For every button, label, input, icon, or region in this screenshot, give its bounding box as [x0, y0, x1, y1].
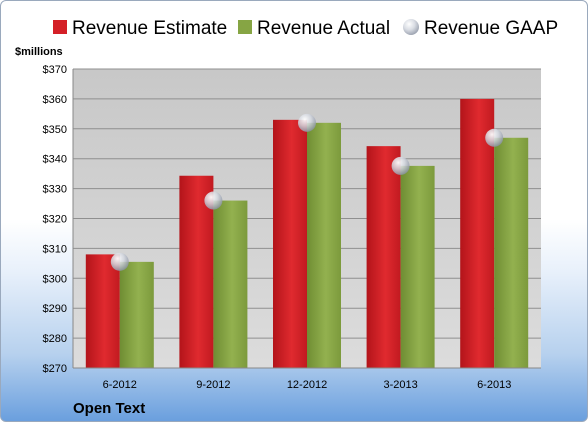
- point-revenue-gaap: [391, 156, 410, 175]
- x-tick-label: 9-2012: [196, 379, 230, 391]
- x-tick-label: 6-2012: [103, 379, 137, 391]
- company-label: Open Text: [73, 400, 145, 417]
- legend-label-revenue-gaap: Revenue GAAP: [424, 18, 558, 39]
- bar-revenue-estimate: [85, 254, 120, 368]
- y-tick-label: $280: [43, 333, 67, 345]
- x-tick-label: 12-2012: [287, 379, 327, 391]
- y-axis-unit-label: $millions: [15, 46, 63, 58]
- legend-swatch-revenue-actual: [238, 20, 252, 34]
- y-tick-label: $300: [43, 273, 67, 285]
- legend-swatch-revenue-estimate: [53, 20, 67, 34]
- chart-legend: Revenue Estimate Revenue Actual Revenue …: [53, 18, 558, 39]
- bar-revenue-actual: [213, 200, 248, 368]
- y-tick-label: $370: [43, 64, 67, 76]
- y-tick-label: $340: [43, 154, 67, 166]
- y-tick-label: $310: [43, 243, 67, 255]
- bar-revenue-actual: [494, 137, 529, 368]
- y-tick-label: $360: [43, 94, 67, 106]
- y-tick-label: $350: [43, 124, 67, 136]
- y-tick-label: $330: [43, 184, 67, 196]
- point-revenue-gaap: [298, 113, 316, 132]
- bar-revenue-estimate: [366, 146, 401, 368]
- bar-revenue-actual: [119, 261, 154, 368]
- bar-revenue-actual: [307, 122, 341, 368]
- legend-label-revenue-estimate: Revenue Estimate: [72, 18, 227, 39]
- point-revenue-gaap: [485, 128, 504, 147]
- y-tick-label: $290: [43, 303, 67, 315]
- bar-revenue-estimate: [179, 175, 214, 368]
- y-axis-ticks: $270 $280 $290 $300 $310 $320 $330 $340 $350 $360…: [43, 64, 67, 375]
- point-revenue-gaap: [110, 252, 129, 271]
- point-revenue-gaap: [204, 191, 223, 210]
- y-tick-label: $320: [43, 214, 67, 226]
- x-tick-label: 6-2013: [477, 379, 511, 391]
- bar-revenue-actual: [400, 165, 435, 368]
- point-layer: [110, 113, 504, 271]
- legend-swatch-revenue-gaap: [403, 19, 419, 35]
- x-axis-ticks: 6-2012 9-2012 12-2012 3-2013 6-2013: [103, 379, 512, 391]
- y-tick-label: $270: [43, 363, 67, 375]
- bar-revenue-estimate: [273, 119, 307, 368]
- legend-label-revenue-actual: Revenue Actual: [257, 18, 390, 39]
- bar-layer: [85, 98, 529, 369]
- x-tick-label: 3-2013: [383, 379, 417, 391]
